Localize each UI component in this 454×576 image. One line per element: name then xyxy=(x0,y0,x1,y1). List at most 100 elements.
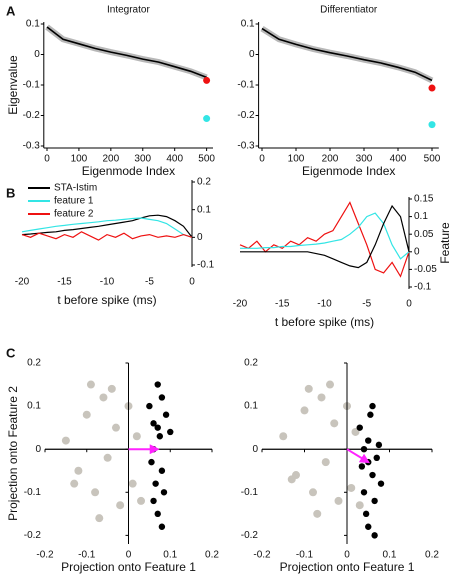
x-tick-label: 500 xyxy=(198,154,215,165)
point xyxy=(162,411,170,418)
curve xyxy=(46,26,207,79)
y-tick-label: -0.3 xyxy=(23,141,41,152)
marker xyxy=(428,84,436,92)
y-tick-label: 0.1 xyxy=(197,204,211,215)
x-tick-label: 100 xyxy=(71,154,88,165)
curve xyxy=(21,217,193,238)
x-tick-label: 0 xyxy=(189,277,195,288)
x-axis-label: t before spike (ms) xyxy=(57,293,156,307)
y-tick-label: 0.1 xyxy=(244,401,258,412)
curve xyxy=(240,212,410,260)
point xyxy=(107,384,116,393)
y-tick-label: 0 xyxy=(197,232,203,243)
x-tick-label: -10 xyxy=(317,299,332,310)
point xyxy=(287,475,296,484)
x-tick-label: 100 xyxy=(288,154,305,165)
x-tick-label: 0 xyxy=(406,299,412,310)
x-tick-label: -0.1 xyxy=(78,550,96,561)
point xyxy=(150,497,157,505)
point xyxy=(367,411,374,418)
point xyxy=(61,436,70,445)
panel-label: B xyxy=(6,185,15,200)
point xyxy=(95,514,104,523)
y-tick-label: -0.2 xyxy=(24,530,42,541)
point xyxy=(321,458,330,467)
point xyxy=(356,424,363,431)
point xyxy=(362,510,370,518)
point xyxy=(160,489,168,496)
point xyxy=(358,463,366,470)
point xyxy=(279,432,288,441)
point xyxy=(334,496,343,505)
point xyxy=(156,433,164,440)
legend-label: STA-Istim xyxy=(54,183,97,194)
y-tick-label: -0.3 xyxy=(237,141,255,152)
point xyxy=(371,532,378,539)
curve xyxy=(239,201,410,278)
y-tick-label: -0.2 xyxy=(23,110,41,121)
point xyxy=(375,441,383,449)
y-tick-label: -0.1 xyxy=(23,80,41,91)
point xyxy=(152,480,159,487)
point xyxy=(82,410,91,419)
y-tick-label: 0 xyxy=(35,444,41,455)
y-tick-label: -0.2 xyxy=(237,110,255,121)
x-tick-label: 0.2 xyxy=(205,550,219,561)
point xyxy=(154,381,161,388)
x-tick-label: 300 xyxy=(356,154,373,165)
point xyxy=(150,420,157,427)
x-tick-label: -5 xyxy=(362,299,371,310)
x-tick-label: 0.2 xyxy=(425,550,439,561)
x-tick-label: -0.2 xyxy=(253,550,271,561)
y-tick-label: -0.1 xyxy=(241,487,259,498)
x-axis-label: t before spike (ms) xyxy=(275,315,374,329)
point xyxy=(111,423,120,432)
marker xyxy=(203,115,211,123)
y-tick-label: -0.1 xyxy=(197,260,215,271)
point xyxy=(103,453,112,462)
x-tick-label: -15 xyxy=(275,299,290,310)
point xyxy=(365,523,372,530)
point xyxy=(70,479,79,488)
point xyxy=(355,501,364,510)
point xyxy=(86,380,95,389)
point xyxy=(371,497,378,505)
point xyxy=(167,428,174,436)
point xyxy=(369,471,376,479)
y-axis-label: Projection onto Feature 2 xyxy=(6,386,20,521)
x-tick-label: 400 xyxy=(166,154,183,165)
point xyxy=(91,488,100,497)
x-tick-label: 0.1 xyxy=(163,550,177,561)
point xyxy=(377,480,385,487)
y-tick-label: 0.1 xyxy=(241,19,255,30)
y-tick-label: 0.1 xyxy=(27,401,41,412)
point xyxy=(365,437,372,444)
x-tick-label: 200 xyxy=(322,154,339,165)
x-tick-label: 0 xyxy=(44,154,50,165)
chart-title: Differentiator xyxy=(320,5,378,16)
y-tick-label: 0.2 xyxy=(244,358,258,369)
curve xyxy=(261,27,433,82)
y-tick-label: 0.1 xyxy=(414,211,428,222)
x-tick-label: 0 xyxy=(344,550,350,561)
x-tick-label: -15 xyxy=(57,277,72,288)
point xyxy=(360,489,368,496)
point xyxy=(137,496,146,505)
point xyxy=(313,509,322,518)
legend-label: feature 1 xyxy=(54,196,94,207)
y-tick-label: -0.1 xyxy=(414,282,432,293)
point xyxy=(351,427,360,436)
point xyxy=(309,488,317,497)
point xyxy=(154,424,161,431)
y-tick-label: 0.15 xyxy=(414,194,434,205)
curve xyxy=(21,231,193,241)
y-tick-label: 0.2 xyxy=(27,358,41,369)
curve-band xyxy=(260,26,434,84)
x-tick-label: 500 xyxy=(424,154,441,165)
point xyxy=(158,394,166,401)
point xyxy=(330,419,339,428)
point xyxy=(317,393,326,402)
x-axis-label: Eigenmode Index xyxy=(302,164,395,178)
point xyxy=(373,454,380,462)
